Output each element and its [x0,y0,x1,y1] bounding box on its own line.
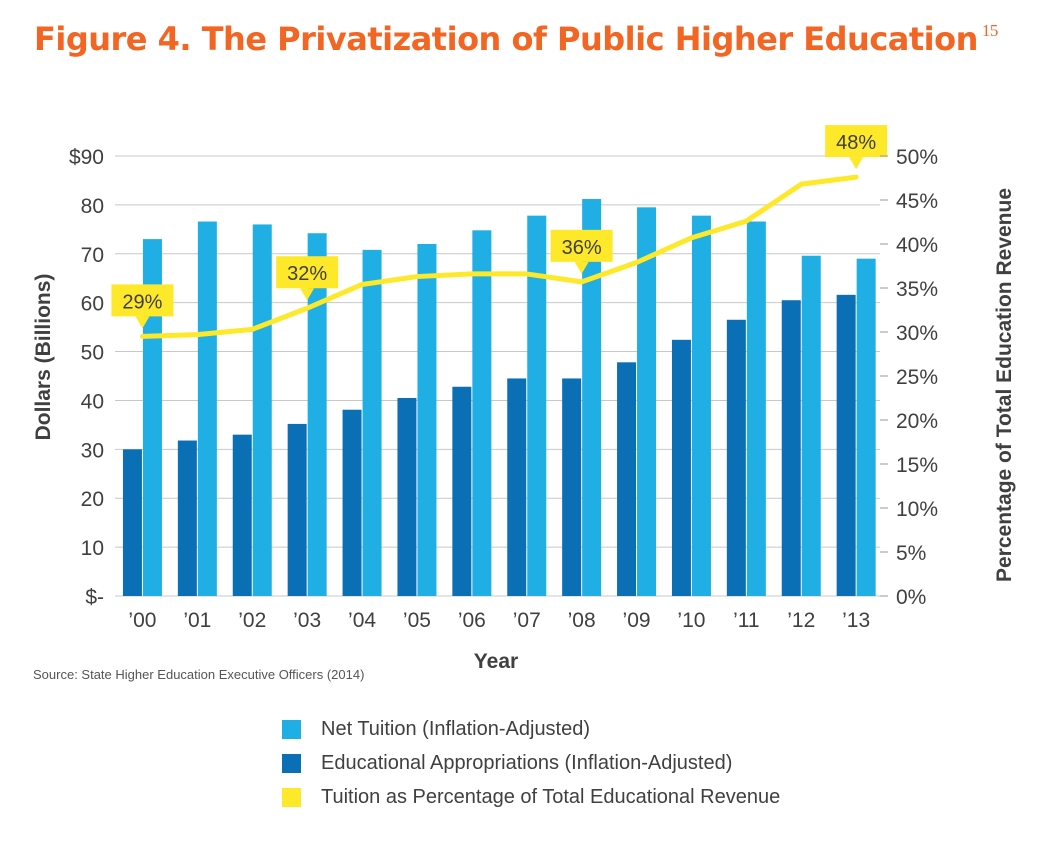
x-tick-label: ’09 [623,609,651,632]
bar-net-tuition [252,224,272,596]
bar-appropriations [836,294,856,596]
bar-appropriations [726,319,746,596]
title-footnote: 15 [981,21,999,40]
x-tick-label: ’06 [458,609,486,632]
y2-tick-label: 0% [896,586,926,609]
x-tick-label: ’11 [733,609,759,632]
percentage-line-group [139,174,859,339]
x-tick-label: ’04 [348,609,376,632]
x-tick-label: ’03 [293,609,321,632]
x-tick-label: ’07 [513,609,541,632]
callout-label: 29% [122,291,162,313]
bar-appropriations [177,440,197,596]
bar-net-tuition [527,215,547,596]
y2-tick-label: 15% [896,454,938,477]
percentage-line [139,174,859,339]
callout-pointer [849,157,864,170]
y-tick-label: 50 [81,342,104,365]
legend-item-net-tuition: Net Tuition (Inflation-Adjusted) [282,712,780,746]
callout-label: 48% [836,132,876,154]
bar-appropriations [342,409,362,596]
y-tick-label: 10 [81,537,104,560]
y-tick-label: 70 [81,244,104,267]
callout-pointer [300,288,315,301]
x-axis-title: Year [474,650,518,673]
x-tick-label: ’08 [568,609,596,632]
y-tick-label: 40 [81,390,104,413]
x-tick-label: ’13 [842,609,870,632]
legend-swatch-appropriations [282,753,301,773]
legend-label-net-tuition: Net Tuition (Inflation-Adjusted) [321,717,591,740]
chart-title-text: Figure 4. The Privatization of Public Hi… [34,20,978,58]
y-tick-label: 60 [81,293,104,316]
x-tick-label: ’00 [128,609,156,632]
y-tick-label: $90 [69,146,104,169]
legend-swatch-percentage [282,787,301,807]
legend-swatch-net-tuition [282,719,301,739]
bar-net-tuition [307,233,327,596]
bar-appropriations [122,449,142,596]
bar-appropriations [232,434,252,596]
legend-item-appropriations: Educational Appropriations (Inflation-Ad… [282,746,780,780]
callout-box [825,125,888,158]
bar-net-tuition [582,199,602,596]
y-tick-label: $- [85,586,104,609]
y-tick-label: 20 [81,488,104,511]
y2-tick-label: 50% [896,146,938,169]
callout-box [276,256,339,289]
y2-tick-label: 5% [896,542,926,565]
callout-box [550,229,613,262]
y-tick-label: 80 [81,195,104,218]
bar-net-tuition [746,221,766,596]
bar-appropriations [452,386,472,596]
axes: $- 10 20 30 40 50 60 70 80 $90 0% 5% 10% 15% 20% 25% 30%… [32,146,1016,673]
y2-tick-label: 10% [896,498,938,521]
x-tick-label: ’02 [238,609,266,632]
bar-appropriations [507,378,527,596]
bar-appropriations [671,339,691,596]
callout-pointer [135,316,150,329]
bar-appropriations [617,362,637,596]
x-tick-label: ’01 [183,609,211,632]
callout-label: 32% [287,263,327,285]
bar-appropriations [287,423,307,596]
bar-net-tuition [801,255,821,596]
y-axis-title: Dollars (Billions) [32,274,55,441]
source-note: Source: State Higher Education Executive… [33,667,365,682]
bars [122,199,876,597]
y2-tick-label: 35% [896,278,938,301]
x-tick-label: ’12 [787,609,815,632]
bar-net-tuition [417,244,437,596]
legend: Net Tuition (Inflation-Adjusted) Educati… [282,712,780,814]
bar-appropriations [781,300,801,596]
legend-item-percentage: Tuition as Percentage of Total Education… [282,780,780,814]
callout-pointer [574,261,589,274]
y2-tick-label: 30% [896,322,938,345]
y2-tick-label: 20% [896,410,938,433]
x-tick-label: ’10 [677,609,705,632]
bar-net-tuition [197,221,217,596]
x-tick-label: ’05 [403,609,431,632]
callout-box [111,284,174,317]
legend-label-appropriations: Educational Appropriations (Inflation-Ad… [321,751,733,774]
chart-title: Figure 4. The Privatization of Public Hi… [34,20,998,58]
chart-area: 29% 32% 36% 48% $- 10 20 30 40 50 60 70 80 $90 0% 5% 10… [32,125,1016,673]
bar-net-tuition [142,239,162,596]
y2-axis-title: Percentage of Total Education Revenue [993,188,1016,582]
bar-net-tuition [691,215,711,596]
y2-tick-label: 45% [896,190,938,213]
bar-net-tuition [472,230,492,597]
callouts: 29% 32% 36% 48% [111,125,888,329]
bar-net-tuition [637,207,657,597]
bar-net-tuition [362,249,382,596]
y2-tick-label: 25% [896,366,938,389]
bar-appropriations [397,398,417,596]
bar-appropriations [562,378,582,596]
bar-net-tuition [856,258,876,596]
y2-tick-label: 40% [896,234,938,257]
callout-label: 36% [562,237,602,259]
y-tick-label: 30 [81,439,104,462]
legend-label-percentage: Tuition as Percentage of Total Education… [321,785,781,808]
